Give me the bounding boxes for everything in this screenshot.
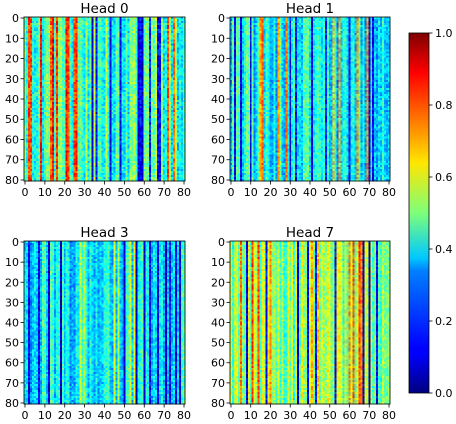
colorbar: 0.0 0.2 0.4 0.6 0.8 1.0 bbox=[408, 27, 453, 400]
x-tick-label: 80 bbox=[382, 186, 396, 199]
y-tick-label: 60 bbox=[5, 133, 19, 146]
x-tick-label: 40 bbox=[98, 409, 112, 422]
y-tick-label: 80 bbox=[211, 397, 225, 410]
y-tick-label: 80 bbox=[5, 397, 19, 410]
heatmap-panels: Head 00 10 20 30 40 50 60 70 8001020304050607080… bbox=[5, 1, 396, 422]
x-tick-label: 60 bbox=[137, 409, 151, 422]
x-tick-label: 20 bbox=[58, 409, 72, 422]
x-tick-label: 60 bbox=[343, 409, 357, 422]
y-tick-label: 10 bbox=[5, 32, 19, 45]
colorbar-scale bbox=[408, 32, 430, 394]
x-tick-label: 50 bbox=[117, 186, 131, 199]
y-tick-label: 0 bbox=[218, 236, 225, 249]
y-tick-label: 80 bbox=[5, 174, 19, 187]
y-tick-label: 20 bbox=[211, 276, 225, 289]
y-tick-label: 60 bbox=[211, 133, 225, 146]
colorbar-tick-label: 0.8 bbox=[435, 99, 453, 112]
y-tick-label: 10 bbox=[211, 256, 225, 269]
y-tick-label: 20 bbox=[5, 53, 19, 66]
y-tick-label: 40 bbox=[5, 317, 19, 330]
x-tick-label: 70 bbox=[362, 186, 376, 199]
y-tick-label: 30 bbox=[5, 73, 19, 86]
x-tick-label: 30 bbox=[283, 186, 297, 199]
x-tick-label: 10 bbox=[38, 186, 52, 199]
y-tick-label: 0 bbox=[218, 12, 225, 25]
x-tick-label: 70 bbox=[157, 409, 171, 422]
y-tick-label: 40 bbox=[211, 93, 225, 106]
panel-title: Head 7 bbox=[286, 225, 334, 241]
x-tick-label: 70 bbox=[157, 186, 171, 199]
x-tick-label: 40 bbox=[303, 186, 317, 199]
x-tick-label: 10 bbox=[244, 186, 258, 199]
x-tick-label: 80 bbox=[382, 409, 396, 422]
colorbar-ticks: 0.0 0.2 0.4 0.6 0.8 1.0 bbox=[429, 27, 453, 400]
y-tick-label: 30 bbox=[211, 296, 225, 309]
y-tick-label: 40 bbox=[211, 317, 225, 330]
panel-title: Head 0 bbox=[80, 1, 128, 17]
x-tick-label: 60 bbox=[343, 186, 357, 199]
x-tick-label: 20 bbox=[263, 186, 277, 199]
x-tick-label: 70 bbox=[362, 409, 376, 422]
x-tick-label: 0 bbox=[21, 409, 28, 422]
heatmap-cells bbox=[230, 241, 391, 405]
x-tick-label: 80 bbox=[177, 409, 191, 422]
y-tick-label: 70 bbox=[211, 377, 225, 390]
heatmap-cells bbox=[230, 17, 391, 182]
y-tick-label: 10 bbox=[211, 32, 225, 45]
x-tick-label: 50 bbox=[117, 409, 131, 422]
y-tick-label: 60 bbox=[211, 357, 225, 370]
y-tick-label: 30 bbox=[211, 73, 225, 86]
x-tick-label: 30 bbox=[78, 186, 92, 199]
y-tick-label: 40 bbox=[5, 93, 19, 106]
y-tick-label: 20 bbox=[5, 276, 19, 289]
x-tick-label: 80 bbox=[177, 186, 191, 199]
y-tick-label: 60 bbox=[5, 357, 19, 370]
y-tick-label: 70 bbox=[211, 154, 225, 167]
x-tick-label: 60 bbox=[137, 186, 151, 199]
x-tick-label: 20 bbox=[263, 409, 277, 422]
x-tick-label: 50 bbox=[323, 186, 337, 199]
y-tick-label: 30 bbox=[5, 296, 19, 309]
colorbar-tick-label: 0.4 bbox=[435, 243, 453, 256]
y-tick-label: 0 bbox=[12, 12, 19, 25]
heatmap-cells bbox=[24, 17, 186, 182]
y-tick-label: 50 bbox=[211, 113, 225, 126]
y-tick-label: 0 bbox=[12, 236, 19, 249]
colorbar-tick-label: 1.0 bbox=[435, 27, 453, 40]
x-tick-label: 10 bbox=[38, 409, 52, 422]
heatmap-cells bbox=[24, 241, 186, 405]
x-tick-label: 0 bbox=[227, 186, 234, 199]
y-tick-label: 70 bbox=[5, 377, 19, 390]
y-tick-label: 80 bbox=[211, 174, 225, 187]
y-tick-label: 50 bbox=[5, 337, 19, 350]
x-tick-label: 30 bbox=[283, 409, 297, 422]
y-tick-label: 50 bbox=[5, 113, 19, 126]
colorbar-tick-label: 0.6 bbox=[435, 171, 453, 184]
x-tick-label: 40 bbox=[303, 409, 317, 422]
y-tick-label: 10 bbox=[5, 256, 19, 269]
y-tick-label: 20 bbox=[211, 53, 225, 66]
panel-title: Head 3 bbox=[80, 225, 128, 241]
colorbar-tick-label: 0.0 bbox=[435, 387, 453, 400]
x-tick-label: 0 bbox=[227, 409, 234, 422]
x-tick-label: 0 bbox=[21, 186, 28, 199]
y-tick-label: 50 bbox=[211, 337, 225, 350]
x-tick-label: 20 bbox=[58, 186, 72, 199]
y-tick-label: 70 bbox=[5, 154, 19, 167]
panel-title: Head 1 bbox=[286, 1, 334, 17]
x-tick-label: 10 bbox=[244, 409, 258, 422]
x-tick-label: 50 bbox=[323, 409, 337, 422]
colorbar-tick-label: 0.2 bbox=[435, 315, 453, 328]
x-tick-label: 40 bbox=[98, 186, 112, 199]
x-tick-label: 30 bbox=[78, 409, 92, 422]
